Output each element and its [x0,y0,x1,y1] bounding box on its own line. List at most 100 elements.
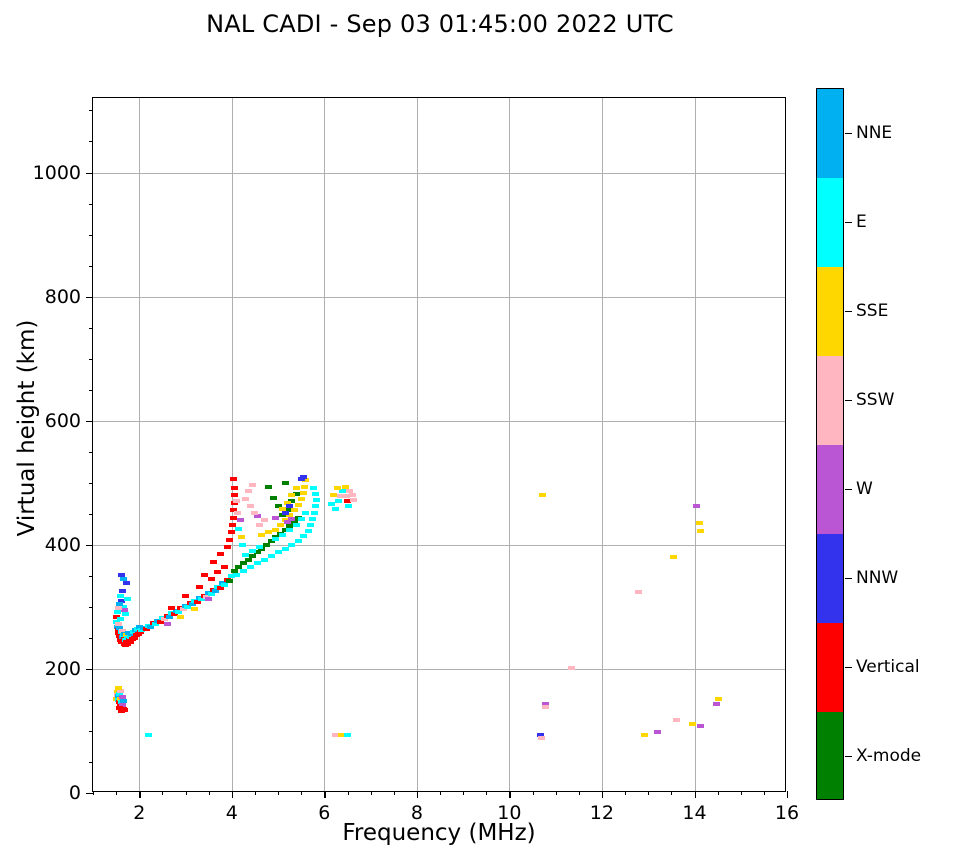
data-point [117,688,125,693]
data-point [145,733,152,738]
data-point [124,642,132,647]
x-tick-major [787,791,789,798]
gridline-vertical [324,98,326,791]
y-tick-minor [89,762,93,764]
data-point [309,516,317,521]
colorbar-tick [845,132,852,134]
data-point [116,601,124,606]
colorbar-segment-sse[interactable] [817,267,843,357]
data-point [230,485,238,490]
colorbar-segment-x-mode[interactable] [817,712,843,799]
data-point [249,549,257,553]
x-tick-label: 14 [682,802,707,824]
colorbar-label-nnw: NNW [856,567,899,588]
x-tick-minor [717,791,719,795]
y-tick-minor [89,141,93,143]
x-tick-label: 10 [497,802,522,824]
y-tick-minor [89,451,93,453]
data-point [214,570,222,575]
x-tick-label: 2 [133,802,146,824]
x-tick-minor [625,791,627,795]
x-tick-major [139,791,141,798]
x-axis-label: Frequency (MHz) [342,820,536,846]
x-tick-major [694,791,696,798]
data-point [239,561,247,566]
data-point [142,627,150,632]
data-point [231,493,239,498]
x-tick-major [601,791,604,798]
data-point [112,615,120,620]
data-point [290,520,298,525]
data-point [119,629,127,633]
x-tick-label: 8 [410,802,423,824]
colorbar-tick [845,399,852,401]
colorbar-segment-nnw[interactable] [817,534,843,624]
colorbar-tick [845,488,852,490]
y-tick-minor [89,203,93,205]
data-point [693,504,701,509]
data-point [307,522,314,527]
x-tick-minor [763,791,765,795]
plot-canvas [93,98,785,791]
y-axis-label: Virtual height (km) [14,319,40,537]
data-point [235,565,243,570]
data-point [115,606,123,611]
colorbar-segment-w[interactable] [817,445,843,535]
data-point [300,474,307,479]
data-point [346,489,354,494]
data-point [221,564,229,569]
colorbar-label-x-mode: X-mode [856,745,922,766]
colorbar-tick [845,755,852,757]
data-point [193,599,201,604]
data-point [281,518,289,522]
data-point [200,572,208,577]
x-tick-major [324,791,326,798]
data-point [237,535,245,540]
x-tick-minor [116,791,118,795]
data-point [229,515,237,520]
x-tick-minor [93,791,95,795]
colorbar-segment-ssw[interactable] [817,356,843,446]
y-tick-minor [89,265,93,267]
data-point [175,609,183,614]
x-tick-minor [370,791,372,795]
data-point [344,733,351,738]
data-point [135,624,143,629]
x-tick-minor [162,791,164,795]
colorbar[interactable] [816,88,844,800]
colorbar-segment-e[interactable] [817,178,843,268]
data-point [189,602,196,607]
data-point [120,576,127,581]
data-point [121,612,129,617]
data-point [265,530,273,535]
data-point [221,582,229,587]
data-point [122,581,130,586]
data-point [267,554,275,558]
x-tick-minor [185,791,187,795]
data-point [341,484,349,489]
data-point [253,514,261,519]
y-tick-minor [89,327,93,329]
data-point [233,510,241,515]
gridline-vertical [231,98,233,791]
colorbar-tick [845,577,852,579]
data-point [205,597,213,602]
x-tick-minor [532,791,534,795]
data-point [116,691,124,696]
data-point [634,589,642,594]
data-point [276,522,284,527]
colorbar-segment-nne[interactable] [817,89,843,179]
colorbar-segment-vertical[interactable] [817,623,843,713]
data-point [119,702,127,707]
data-point [290,508,298,512]
y-tick-major [86,544,93,547]
data-point [267,539,275,544]
data-point [641,733,648,738]
y-tick-minor [89,699,93,701]
data-point [279,532,287,537]
data-point [304,529,312,534]
data-point [226,578,233,583]
gridline-horizontal [93,544,785,546]
y-tick-major [86,668,93,671]
